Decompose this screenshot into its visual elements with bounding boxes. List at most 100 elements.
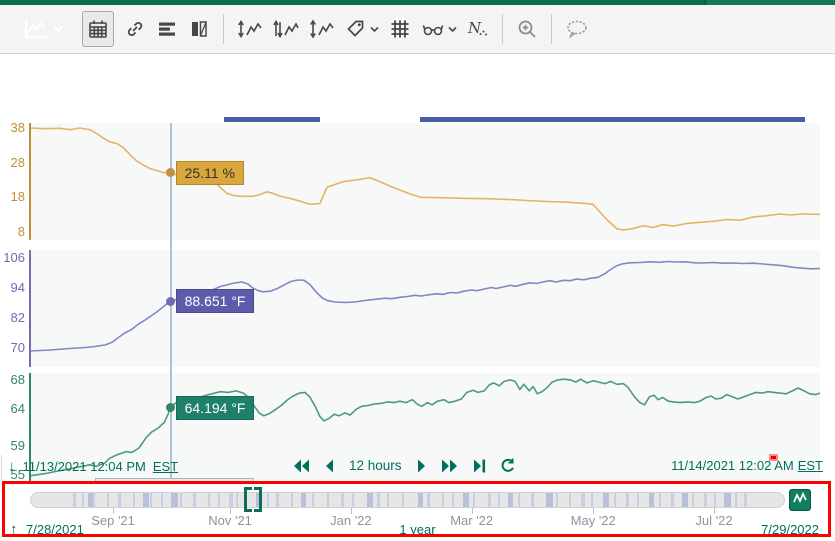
cursor-value-dot <box>166 168 176 178</box>
events-formula-icon: N <box>467 18 489 40</box>
density-stripe <box>301 493 306 507</box>
density-stripe <box>367 493 373 507</box>
trend-display-button[interactable] <box>17 11 69 47</box>
y-tick-label: 70 <box>10 340 25 355</box>
comment-button[interactable] <box>565 11 589 47</box>
y-tick-label: 55 <box>10 467 25 483</box>
expand-up-icon[interactable]: ↑ <box>10 521 18 538</box>
density-stripe <box>171 493 178 507</box>
temperature-series-1 <box>29 260 821 352</box>
duration-label[interactable]: 12 hours <box>349 458 402 473</box>
chevron-down-icon <box>448 26 457 33</box>
cursor-value-dot <box>166 403 176 413</box>
percent-series <box>29 127 821 231</box>
density-stripe <box>387 493 389 507</box>
zoom-button[interactable] <box>516 11 538 47</box>
density-stripe <box>473 493 475 507</box>
scale-auto-button[interactable] <box>309 11 335 47</box>
density-stripe <box>692 493 694 507</box>
density-stripe <box>118 493 121 507</box>
glasses-button[interactable] <box>421 11 457 47</box>
scale-single-button[interactable] <box>237 11 263 47</box>
play-forward-icon[interactable] <box>416 458 428 474</box>
density-stripe <box>377 493 380 507</box>
scale-auto-icon <box>309 18 335 40</box>
cursor-value-tooltip: 88.651 °F <box>175 289 255 314</box>
density-stripe <box>150 493 152 507</box>
grid-button[interactable] <box>389 11 411 47</box>
refresh-icon[interactable] <box>499 457 516 474</box>
book-button[interactable] <box>188 11 210 47</box>
timeline-handle-left[interactable] <box>244 487 253 512</box>
timeline-end-date: 7/29/2022 <box>761 522 819 537</box>
y-tick-label: 8 <box>17 224 25 240</box>
density-stripe <box>107 493 109 507</box>
density-stripe <box>744 493 747 507</box>
timeline-trend-toggle[interactable] <box>789 489 811 511</box>
comment-icon <box>565 18 589 40</box>
y-tick-label: 106 <box>3 250 25 265</box>
toolbar-separator <box>502 14 503 44</box>
density-stripe <box>312 493 314 507</box>
range-start-timezone-link[interactable]: EST <box>152 459 179 474</box>
density-stripe <box>581 493 585 507</box>
density-stripe <box>682 493 688 507</box>
window-accent-bar <box>0 0 835 5</box>
range-end-datetime[interactable]: 11/14/2021 12:02 AM <box>671 458 794 473</box>
density-stripe <box>341 493 344 507</box>
link-button[interactable] <box>124 11 146 47</box>
y-tick-label: 18 <box>10 189 25 205</box>
timeline-month-tick <box>230 508 232 514</box>
toolbar: N <box>0 5 835 54</box>
density-stripe <box>704 493 707 507</box>
chart-plot-temperature-2[interactable] <box>29 373 821 483</box>
density-stripe <box>442 493 444 507</box>
book-icon <box>188 18 210 40</box>
density-stripe <box>218 493 220 507</box>
timeline-month-tick <box>471 508 473 514</box>
timeline-handle-right[interactable] <box>254 487 263 512</box>
density-stripe <box>659 493 661 507</box>
cursor-value-tooltip: 25.11 % <box>175 160 244 185</box>
step-back-icon[interactable] <box>323 458 335 474</box>
timeline-track[interactable] <box>30 492 785 508</box>
y-tick-label: 28 <box>10 154 25 170</box>
y-axis-line <box>29 373 31 483</box>
timeline-overview: Sep '21 Nov '21 Jan '22 Mar '22 May '22 Jul '… <box>0 481 835 541</box>
chart-plot-temperature-1[interactable] <box>29 250 821 367</box>
skip-back-icon[interactable] <box>291 458 311 474</box>
density-stripe <box>714 493 716 507</box>
calendar-button[interactable] <box>82 11 114 47</box>
density-stripe <box>208 493 210 507</box>
chart-plot-percent[interactable] <box>29 123 821 240</box>
y-tick-label: 38 <box>10 119 25 135</box>
fast-forward-icon[interactable] <box>440 458 460 474</box>
timeline-month-tick <box>593 508 595 514</box>
tag-button[interactable] <box>345 11 379 47</box>
range-end-group[interactable]: 11/14/2021 12:02 AM EST <box>671 458 823 473</box>
density-stripe <box>88 493 93 507</box>
density-stripe <box>236 493 238 507</box>
density-stripe <box>591 493 593 507</box>
density-stripe <box>614 493 616 507</box>
range-start-datetime[interactable]: 11/13/2021 12:04 PM <box>22 459 146 474</box>
skip-end-icon[interactable] <box>472 458 487 474</box>
details-button[interactable] <box>156 11 178 47</box>
density-stripe <box>463 493 469 507</box>
timeline-month-label: Mar '22 <box>450 513 494 528</box>
chevron-down-icon <box>370 26 379 33</box>
collapse-down-icon[interactable]: ↓ <box>8 458 16 475</box>
trend-display[interactable]: 38 28 18 8 25.11 % 106 94 82 70 88.651 °F 68 64 59 55… <box>0 55 835 507</box>
density-stripe <box>276 493 279 507</box>
density-stripe <box>256 493 262 507</box>
scale-multiple-button[interactable] <box>273 11 299 47</box>
y-tick-label: 82 <box>10 310 25 325</box>
events-button[interactable]: N <box>467 11 489 47</box>
density-stripe <box>603 493 609 507</box>
y-tick-label: 68 <box>10 371 25 387</box>
range-end-timezone-link[interactable]: EST <box>797 458 823 473</box>
range-start-group[interactable]: ↓ 11/13/2021 12:04 PM EST <box>8 458 178 475</box>
cursor-value-dot <box>166 296 176 306</box>
timeline-range-labels: ↑ 7/28/2021 1 year 7/29/2022 <box>0 519 835 539</box>
